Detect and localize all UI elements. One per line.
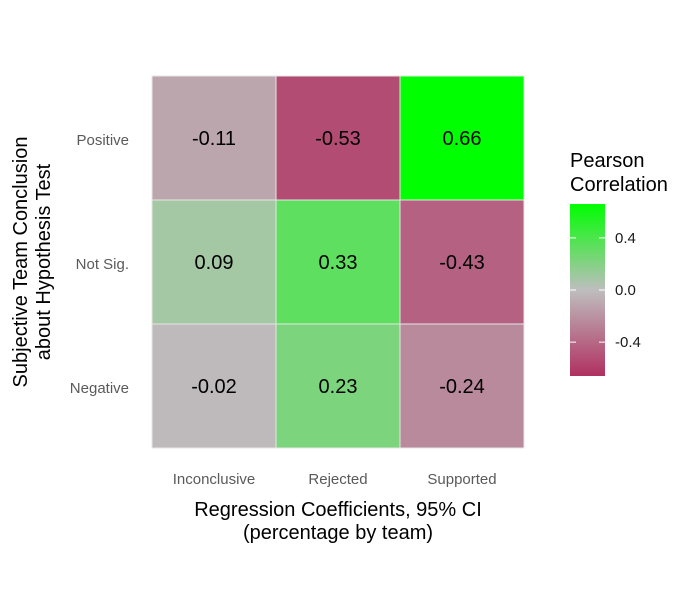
x-tick-supported: Supported	[427, 471, 496, 488]
x-axis-title: Regression Coefficients, 95% CI (percent…	[194, 499, 482, 544]
heatmap-cell-label-2-1: 0.23	[319, 376, 358, 398]
y-axis-title-line-1: Subjective Team Conclusion	[10, 137, 32, 388]
legend-ticks: 0.4 0.0 -0.4	[570, 230, 641, 351]
legend: Pearson Correlation 0.4 0.0 -0.4	[570, 150, 668, 376]
heatmap-cell-label-1-2: -0.43	[439, 252, 485, 274]
x-tick-rejected: Rejected	[308, 471, 367, 488]
x-axis-title-line-1: Regression Coefficients, 95% CI	[194, 499, 482, 521]
y-tick-not-sig: Not Sig.	[76, 256, 129, 273]
heatmap-cell-0-2	[399, 75, 525, 201]
legend-tick-label-2: -0.4	[615, 334, 641, 351]
y-tick-negative: Negative	[70, 380, 129, 397]
x-axis-title-line-2: (percentage by team)	[243, 522, 433, 544]
x-axis-ticks: Inconclusive Rejected Supported	[173, 471, 497, 488]
heatmap-cell-label-1-1: 0.33	[319, 252, 358, 274]
y-tick-positive: Positive	[76, 132, 129, 149]
heatmap-cell-0-1	[275, 75, 401, 201]
legend-title-line-1: Pearson	[570, 150, 645, 172]
legend-title-line-2: Correlation	[570, 174, 668, 196]
legend-tick-label-1: 0.0	[615, 282, 636, 299]
heatmap-cell-label-0-0: -0.11	[192, 128, 236, 150]
heatmap-cell-labels: -0.11 -0.53 0.66 0.09 0.33 -0.43 -0.02 0.23 -0.2…	[191, 128, 485, 398]
heatmap-cell-label-1-0: 0.09	[195, 252, 234, 274]
heatmap-cell-1-0	[151, 199, 277, 325]
heatmap-cell-2-1	[275, 323, 401, 449]
y-axis-ticks: Positive Not Sig. Negative	[70, 132, 129, 397]
heatmap-cell-label-2-2: -0.24	[439, 376, 485, 398]
legend-tick-label-0: 0.4	[615, 230, 636, 247]
heatmap-cell-label-0-1: -0.53	[315, 128, 361, 150]
heatmap-cell-1-1	[275, 199, 401, 325]
heatmap-cell-label-2-0: -0.02	[191, 376, 237, 398]
heatmap-cell-1-2	[399, 199, 525, 325]
x-tick-inconclusive: Inconclusive	[173, 471, 256, 488]
heatmap-cell-2-0	[151, 323, 277, 449]
heatmap-cells	[151, 75, 525, 449]
heatmap-cell-2-2	[399, 323, 525, 449]
y-axis-title: Subjective Team Conclusion about Hypothe…	[10, 137, 55, 388]
heatmap-cell-0-0	[151, 75, 277, 201]
y-axis-title-line-2: about Hypothesis Test	[33, 163, 55, 360]
heatmap-cell-label-0-2: 0.66	[443, 128, 482, 150]
